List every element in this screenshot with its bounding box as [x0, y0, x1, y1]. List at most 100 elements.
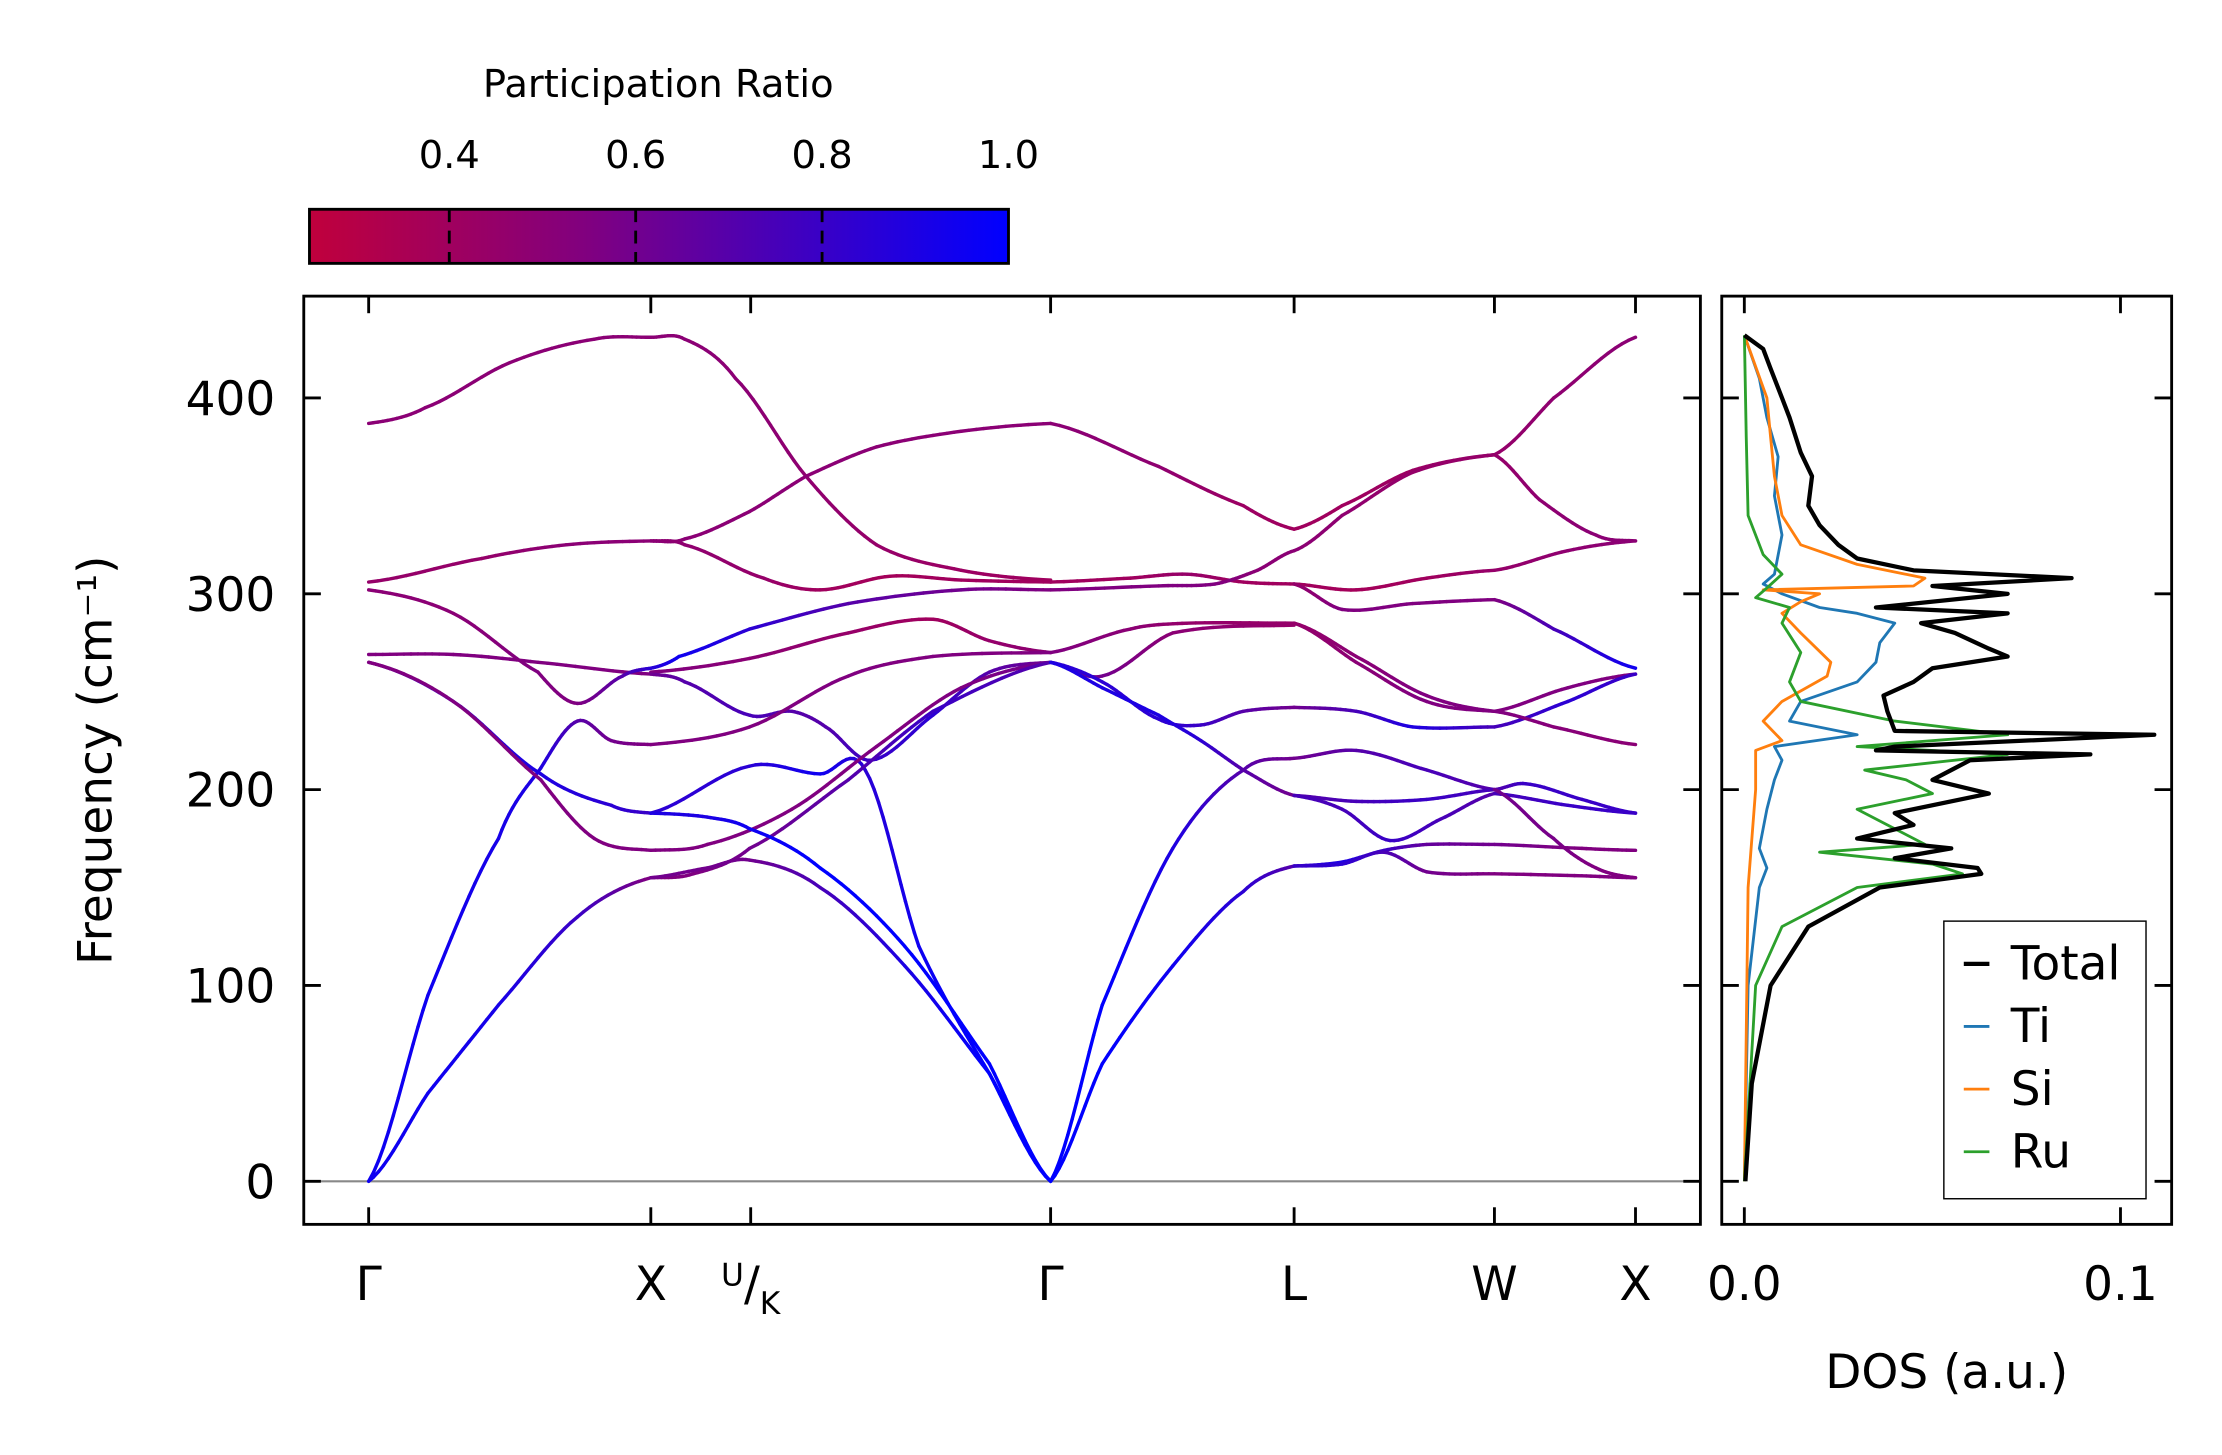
dos-x-tick-label: 0.0 [1707, 1257, 1782, 1312]
band-segment [970, 1042, 980, 1056]
band-segment [1091, 1071, 1100, 1086]
band-segment [763, 414, 773, 428]
band-segment [523, 964, 534, 976]
x-tick-label: U/K [721, 1257, 782, 1322]
band-segment [980, 1052, 992, 1066]
band-segment [443, 935, 454, 954]
band-segment [1079, 1067, 1087, 1088]
band-segment [1112, 960, 1122, 979]
band-segment [786, 450, 796, 463]
band-segment [1079, 1104, 1087, 1120]
band-segment [952, 1025, 963, 1039]
band-segment [1118, 946, 1128, 965]
band-segment [769, 423, 779, 437]
band-segment [479, 857, 489, 873]
x-tick-label: Γ [356, 1257, 382, 1312]
band-segment [1087, 1033, 1096, 1054]
phonon-band [649, 811, 1053, 1183]
colorbar-tick-label: 1.0 [978, 133, 1039, 178]
band-segment [1061, 1148, 1070, 1162]
band-segment [1096, 1062, 1104, 1075]
phonon-band [1292, 787, 1497, 804]
band-segment [1009, 668, 1023, 677]
dos-plot: 0.0 0.1 DOS (a.u.) Total Ti Si Ru [1707, 294, 2174, 1400]
band-segment [797, 808, 809, 819]
band-segment [903, 964, 914, 976]
band-segment [997, 1083, 1007, 1098]
band-segment [917, 980, 928, 993]
phonon-band [366, 652, 653, 676]
band-segment [980, 680, 994, 689]
band-segment [945, 1000, 956, 1015]
band-segment [934, 980, 945, 995]
phonon-band [1048, 572, 1296, 586]
phonon-band [649, 756, 1053, 1183]
band-segment [973, 1053, 985, 1067]
phonon-band [1492, 672, 1638, 729]
band-segment [366, 1170, 376, 1183]
phonon-band [1292, 582, 1497, 612]
band-segment [1083, 1050, 1092, 1071]
phonon-band [1292, 621, 1497, 713]
legend-item-ti: Ti [1963, 999, 2051, 1054]
phonon-band [1492, 781, 1638, 815]
band-segment [411, 1024, 420, 1046]
band-segment [813, 796, 826, 806]
y-tick-label: 100 [186, 960, 276, 1015]
band-segment [959, 1034, 970, 1048]
band-segment [973, 1042, 985, 1056]
band-segment [997, 1091, 1007, 1105]
phonon-band [1492, 453, 1638, 543]
band-segment [881, 941, 893, 953]
band-segment [950, 694, 965, 704]
phonon-band [1492, 791, 1638, 815]
band-segment [1028, 1149, 1038, 1162]
phonon-band [366, 539, 653, 584]
band-segment [1147, 879, 1157, 896]
band-segment [1019, 665, 1033, 673]
band-segment [490, 836, 501, 851]
phonon-band [649, 660, 1053, 853]
band-segment [952, 1011, 963, 1025]
phonon-band [1492, 597, 1638, 670]
y-axis-label: Frequency (cm⁻¹) [69, 556, 124, 965]
colorbar-tick-label: 0.4 [419, 133, 480, 178]
band-segment [868, 776, 876, 792]
phonon-band [1292, 453, 1497, 531]
band-segment [908, 915, 917, 935]
band-segment [401, 1060, 410, 1082]
band-segment [1118, 1027, 1128, 1040]
band-segment [1626, 335, 1638, 342]
band-segment [376, 1145, 386, 1163]
band-segment [923, 956, 933, 973]
band-segment [805, 802, 818, 813]
band-segment [1074, 1084, 1083, 1105]
legend-label: Si [2011, 1062, 2054, 1117]
phonon-band [1048, 864, 1296, 1183]
band-segment [416, 1008, 425, 1029]
dos-x-tick-label: 0.1 [2083, 1257, 2158, 1312]
phonon-band [1292, 568, 1497, 592]
band-segment [928, 968, 939, 984]
legend-item-si: Si [1963, 1062, 2054, 1117]
band-segment [1013, 1122, 1022, 1136]
y-tick-label: 0 [245, 1155, 275, 1210]
band-segment [938, 1006, 949, 1020]
band-segment [381, 1130, 391, 1149]
band-segment [1057, 1147, 1066, 1164]
band-segment [1091, 1017, 1100, 1038]
dos-line-ru [1742, 335, 2010, 1182]
y-tick-label: 300 [186, 568, 276, 623]
band-segment [899, 882, 908, 904]
band-segment [1018, 1128, 1027, 1143]
phonon-band [366, 876, 653, 1183]
band-segment [872, 787, 881, 805]
band-segment [1053, 1160, 1061, 1175]
band-segment [1171, 837, 1181, 851]
phonon-band [1048, 621, 1296, 655]
band-segment [990, 676, 1004, 685]
band-segment [931, 997, 942, 1011]
band-segment [910, 952, 921, 966]
band-segment [903, 899, 912, 920]
band-segment [987, 1071, 997, 1085]
